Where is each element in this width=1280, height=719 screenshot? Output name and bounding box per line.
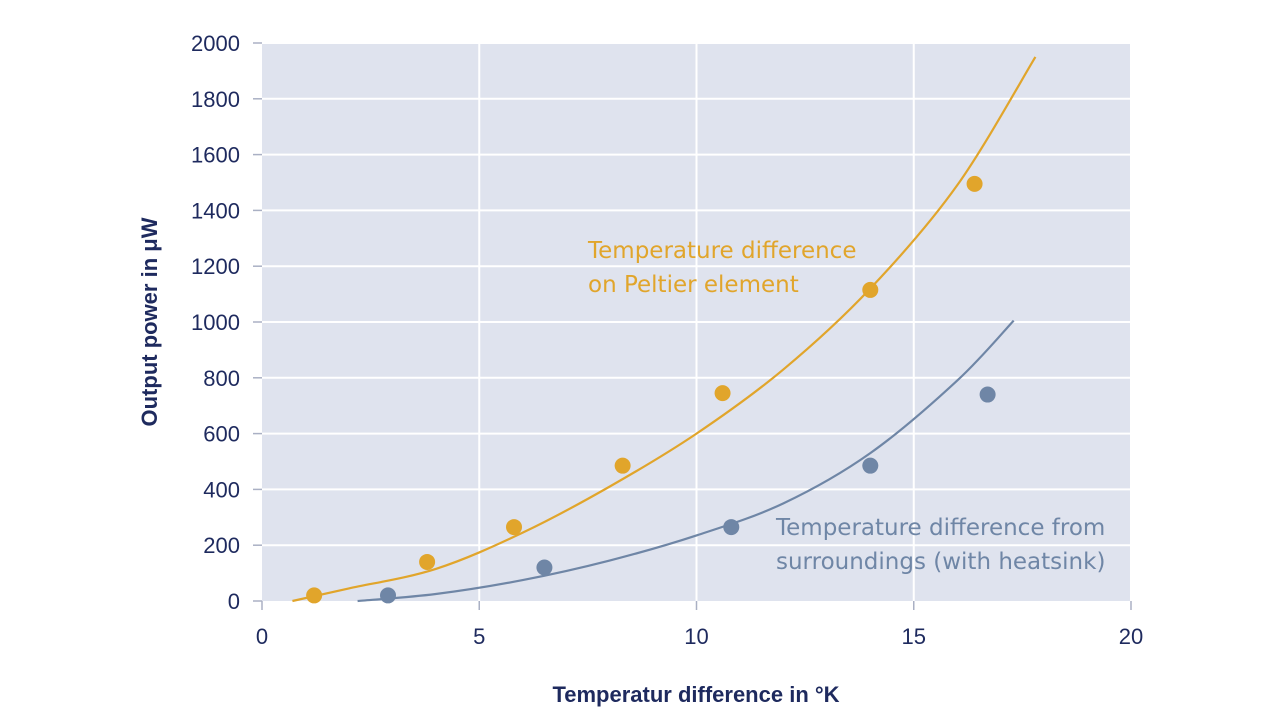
- y-tick-label: 1800: [191, 87, 240, 112]
- data-point-surroundings: [723, 519, 740, 536]
- y-tick-label: 0: [228, 589, 240, 614]
- y-tick-label: 400: [203, 477, 240, 502]
- y-axis-ticks: 0 200 400 600 800 1000 1200 1400 1600 1800 2000: [191, 31, 262, 614]
- y-tick-label: 2000: [191, 31, 240, 56]
- fit-curves: [292, 56, 1037, 603]
- y-tick-label: 200: [203, 533, 240, 558]
- data-point-peltier: [862, 281, 879, 298]
- y-tick-label: 1600: [191, 143, 240, 168]
- x-tick-label: 20: [1119, 624, 1143, 649]
- series-label-surroundings: Temperature difference from: [775, 515, 1105, 541]
- data-point-surroundings: [380, 587, 397, 604]
- data-point-peltier: [419, 553, 436, 570]
- series-label-peltier: on Peltier element: [588, 272, 799, 298]
- data-point-surroundings: [979, 386, 996, 403]
- y-axis-title: Output power in μW: [137, 217, 162, 426]
- data-points: [306, 175, 996, 604]
- fit-curve-peltier: [292, 56, 1037, 603]
- data-point-peltier: [614, 457, 631, 474]
- y-tick-label: 600: [203, 422, 240, 447]
- data-point-peltier: [966, 175, 983, 192]
- y-tick-label: 1200: [191, 254, 240, 279]
- fit-curve-surroundings: [357, 319, 1015, 603]
- x-tick-label: 0: [256, 624, 268, 649]
- x-axis-ticks: 0 5 10 15 20: [256, 601, 1143, 649]
- y-tick-label: 800: [203, 366, 240, 391]
- y-tick-label: 1400: [191, 198, 240, 223]
- x-tick-label: 5: [473, 624, 485, 649]
- x-axis-title: Temperatur difference in °K: [552, 682, 839, 707]
- data-point-surroundings: [536, 559, 553, 576]
- data-point-peltier: [506, 519, 523, 536]
- series-label-peltier: Temperature difference: [587, 238, 856, 264]
- data-point-peltier: [714, 385, 731, 402]
- data-point-peltier: [306, 587, 323, 604]
- series-label-surroundings: surroundings (with heatsink): [776, 549, 1105, 575]
- x-tick-label: 10: [684, 624, 708, 649]
- series-annotations: Temperature difference on Peltier element…: [587, 238, 1105, 575]
- x-tick-label: 15: [902, 624, 926, 649]
- data-point-surroundings: [862, 457, 879, 474]
- y-tick-label: 1000: [191, 310, 240, 335]
